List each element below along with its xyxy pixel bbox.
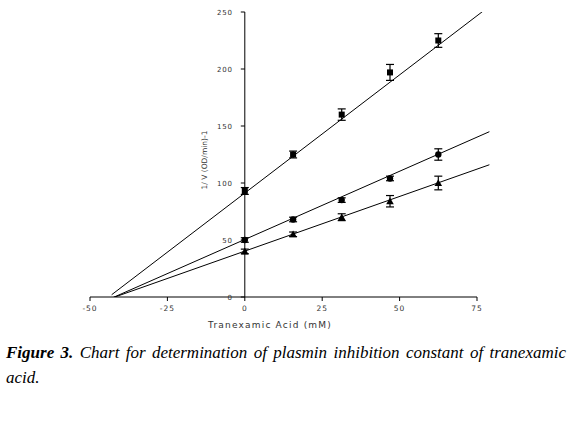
- y-tick: [241, 12, 245, 13]
- x-tick-label: 0: [242, 304, 248, 313]
- error-cap: [338, 120, 346, 121]
- marker-square: [290, 152, 296, 158]
- error-bar: [289, 217, 297, 222]
- marker-circle: [242, 237, 248, 243]
- error-cap: [434, 33, 442, 34]
- x-tick: [322, 297, 323, 301]
- marker-square: [435, 38, 441, 44]
- x-tick-label: 75: [471, 304, 483, 313]
- y-tick-label: 150: [217, 123, 233, 131]
- error-bar: [434, 149, 442, 160]
- error-bar: [289, 151, 297, 158]
- marker-circle: [290, 216, 296, 222]
- marker-square: [339, 112, 345, 118]
- y-tick-label: 250: [217, 9, 233, 17]
- y-tick-label: 200: [217, 66, 233, 74]
- y-tick-label: 50: [222, 237, 233, 245]
- error-cap: [386, 64, 394, 65]
- error-bar: [386, 176, 394, 181]
- plot-area: [112, 12, 490, 297]
- x-axis: [90, 297, 477, 298]
- x-tick: [399, 297, 400, 301]
- x-tick-label: 25: [316, 304, 328, 313]
- fit-line: [112, 132, 490, 297]
- error-cap: [386, 195, 394, 196]
- error-bar: [434, 34, 442, 48]
- caption: Figure 3. Chart for determination of pla…: [6, 340, 566, 390]
- chart: -50 -25 0 25 50 75 0 50 100 150 200 250 Tranexamic A…: [0, 0, 575, 340]
- marker-square: [242, 188, 248, 194]
- y-tick: [241, 297, 245, 298]
- fit-line: [112, 165, 490, 297]
- error-bar: [338, 214, 346, 221]
- fit-line: [112, 12, 490, 295]
- error-cap: [434, 189, 442, 190]
- x-tick: [90, 297, 91, 301]
- error-cap: [434, 47, 442, 48]
- marker-triangle: [386, 197, 394, 204]
- marker-triangle: [289, 231, 297, 238]
- marker-triangle: [435, 179, 443, 186]
- x-tick: [167, 297, 168, 301]
- error-bar: [241, 238, 249, 243]
- error-bar: [434, 176, 442, 190]
- x-tick-label: -25: [160, 304, 175, 313]
- error-bar: [386, 64, 394, 80]
- marker-circle: [387, 175, 393, 181]
- y-tick: [241, 69, 245, 70]
- error-cap: [434, 148, 442, 149]
- caption-label: Figure 3.: [6, 343, 73, 362]
- marker-triangle: [338, 213, 346, 220]
- y-tick-label: 0: [228, 294, 233, 302]
- x-tick-label: -50: [82, 304, 97, 313]
- x-tick: [477, 297, 478, 301]
- x-tick-label: 50: [394, 304, 406, 313]
- error-cap: [338, 108, 346, 109]
- error-bar: [338, 109, 346, 120]
- caption-text: Chart for determination of plasmin inhib…: [6, 343, 566, 387]
- error-cap: [386, 80, 394, 81]
- error-cap: [386, 206, 394, 207]
- error-bar: [338, 198, 346, 203]
- y-axis-label: 1/ V (OD/min)-1: [200, 130, 209, 189]
- error-cap: [434, 176, 442, 177]
- marker-square: [387, 69, 393, 75]
- marker-circle: [339, 197, 345, 203]
- y-tick: [241, 183, 245, 184]
- error-bar: [386, 196, 394, 207]
- marker-circle: [435, 151, 441, 157]
- marker-triangle: [241, 248, 249, 255]
- x-axis-label: Tranexamic Acid (mM): [207, 320, 332, 330]
- error-cap: [434, 160, 442, 161]
- x-tick: [244, 297, 245, 301]
- y-tick: [241, 126, 245, 127]
- error-bar: [241, 188, 249, 195]
- y-tick-label: 100: [217, 180, 233, 188]
